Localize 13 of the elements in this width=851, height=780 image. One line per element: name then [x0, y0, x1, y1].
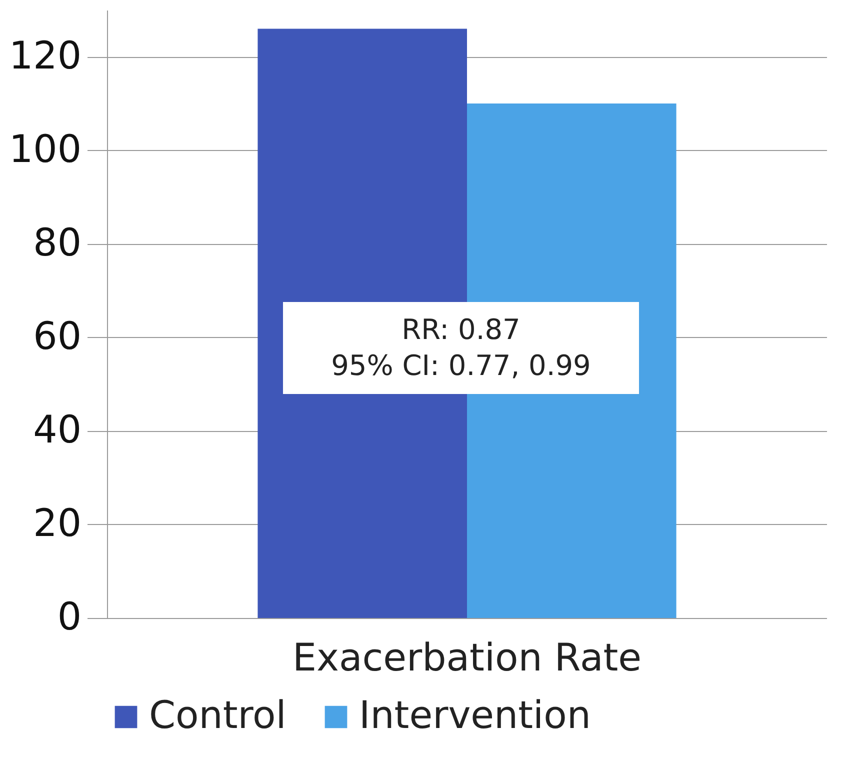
- note-box: RR: 0.87 95% CI: 0.77, 0.99: [283, 302, 639, 394]
- y-tick-label: 0: [57, 594, 82, 638]
- y-tick-label: 60: [33, 314, 82, 358]
- y-tick-label: 80: [33, 220, 82, 264]
- legend-label: Control: [149, 693, 286, 737]
- legend-label: Intervention: [359, 693, 591, 737]
- annotation: 95% CI: 0.77, 0.99: [330, 348, 592, 384]
- annotation: RR: 0.87: [400, 312, 522, 348]
- y-tick-label: 20: [33, 500, 82, 545]
- y-tick-label: 100: [8, 126, 82, 171]
- y-tick-label: 40: [33, 407, 82, 452]
- x-tick-label: Exacerbation Rate: [292, 636, 642, 680]
- y-tick-label: 120: [8, 33, 82, 78]
